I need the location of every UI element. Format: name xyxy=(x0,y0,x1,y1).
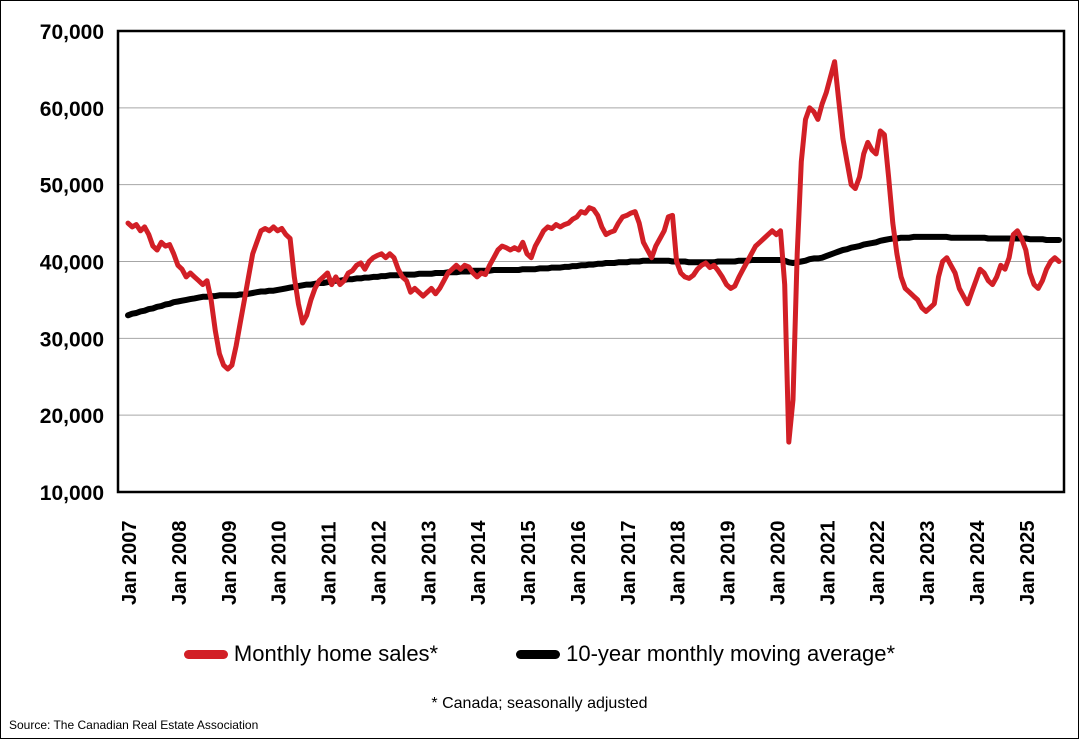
svg-text:Jan 2021: Jan 2021 xyxy=(817,520,839,605)
svg-text:20,000: 20,000 xyxy=(40,405,104,428)
black-line-swatch xyxy=(516,649,561,659)
svg-text:50,000: 50,000 xyxy=(40,175,104,198)
legend-label-monthly-sales: Monthly home sales* xyxy=(233,641,439,666)
svg-text:60,000: 60,000 xyxy=(40,98,104,121)
home-sales-line-chart: 10,000 20,000 30,000 40,000 50,000 60,000 70,0… xyxy=(40,21,1066,605)
source-attribution: Source: The Canadian Real Estate Associa… xyxy=(9,718,259,732)
legend: Monthly home sales* 10-year monthly movi… xyxy=(1,641,1078,667)
svg-text:Jan 2013: Jan 2013 xyxy=(418,520,440,605)
svg-text:Jan 2008: Jan 2008 xyxy=(169,520,191,605)
svg-text:Jan 2025: Jan 2025 xyxy=(1017,520,1039,605)
legend-item-monthly-sales: Monthly home sales* xyxy=(183,641,439,667)
svg-text:Jan 2022: Jan 2022 xyxy=(867,520,889,605)
svg-text:Jan 2018: Jan 2018 xyxy=(668,520,690,605)
legend-item-moving-average: 10-year monthly moving average* xyxy=(516,641,895,667)
svg-text:30,000: 30,000 xyxy=(40,328,104,351)
svg-text:70,000: 70,000 xyxy=(40,21,104,44)
svg-text:40,000: 40,000 xyxy=(40,252,104,275)
svg-text:Jan 2009: Jan 2009 xyxy=(219,520,241,605)
svg-text:Jan 2024: Jan 2024 xyxy=(967,520,989,605)
svg-text:Jan 2023: Jan 2023 xyxy=(917,520,939,605)
svg-text:Jan 2010: Jan 2010 xyxy=(269,520,291,605)
svg-text:10,000: 10,000 xyxy=(40,482,104,505)
svg-text:Jan 2007: Jan 2007 xyxy=(119,520,141,605)
svg-text:Jan 2019: Jan 2019 xyxy=(718,520,740,605)
svg-text:Jan 2012: Jan 2012 xyxy=(368,520,390,605)
svg-text:Jan 2015: Jan 2015 xyxy=(518,520,540,605)
footnote: * Canada; seasonally adjusted xyxy=(431,695,648,712)
svg-text:Jan 2014: Jan 2014 xyxy=(468,520,490,605)
red-line-swatch xyxy=(183,649,228,659)
svg-text:Jan 2016: Jan 2016 xyxy=(568,520,590,605)
svg-text:Jan 2017: Jan 2017 xyxy=(618,520,640,605)
legend-label-moving-average: 10-year monthly moving average* xyxy=(566,641,896,666)
svg-text:Jan 2011: Jan 2011 xyxy=(319,522,341,605)
svg-text:Jan 2020: Jan 2020 xyxy=(767,520,789,605)
